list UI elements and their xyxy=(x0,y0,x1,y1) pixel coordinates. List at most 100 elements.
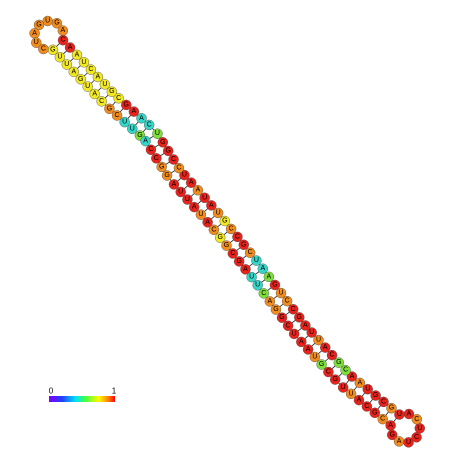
nucleotide xyxy=(288,304,299,315)
nucleotide xyxy=(225,223,237,235)
nucleotide xyxy=(152,128,163,139)
nucleotide xyxy=(281,295,293,307)
base-label: G xyxy=(137,132,142,139)
nucleotide xyxy=(31,37,42,48)
base-label: A xyxy=(172,181,177,188)
nucleotide xyxy=(362,384,373,395)
base-label: G xyxy=(236,258,241,265)
nucleotide xyxy=(182,194,193,205)
base-label: U xyxy=(102,81,107,88)
base-label: U xyxy=(216,209,221,216)
base-label: C xyxy=(380,416,385,423)
base-label: G xyxy=(241,241,246,248)
colorbar xyxy=(49,396,115,402)
nucleotide xyxy=(386,429,398,441)
base-label: C xyxy=(147,121,152,128)
nucleotide xyxy=(54,51,66,63)
base-label: C xyxy=(326,369,331,376)
nucleotide xyxy=(71,49,83,61)
base-label: G xyxy=(107,105,112,112)
nucleotide xyxy=(188,201,200,213)
base-label: A xyxy=(71,68,76,75)
nucleotide xyxy=(92,71,104,83)
base-label: C xyxy=(116,95,121,102)
base-label: A xyxy=(268,298,273,305)
base-label: U xyxy=(34,39,39,46)
nucleotide xyxy=(127,123,138,135)
nucleotide xyxy=(33,19,45,31)
nucleotide xyxy=(252,280,263,291)
nucleotide xyxy=(294,312,305,323)
base-label: G xyxy=(160,139,165,146)
base-label: U xyxy=(178,188,183,195)
base-label: U xyxy=(316,337,321,344)
nucleotide xyxy=(221,240,232,251)
base-label: G xyxy=(124,101,129,108)
base-label: G xyxy=(54,20,59,27)
nucleotide xyxy=(82,81,93,92)
nucleotide xyxy=(306,327,317,338)
nucleotide xyxy=(377,413,388,425)
nucleotide xyxy=(353,394,365,406)
base-label: C xyxy=(248,249,253,256)
base-label: C xyxy=(330,352,335,359)
nucleotide xyxy=(157,137,169,148)
base-label: A xyxy=(388,422,393,429)
nucleotide xyxy=(162,145,174,157)
nucleotide xyxy=(378,396,389,408)
base-label: G xyxy=(78,76,83,83)
base-label: U xyxy=(198,211,203,218)
base-label: A xyxy=(68,44,73,51)
base-label: G xyxy=(222,218,227,225)
nucleotide xyxy=(128,106,140,117)
base-label: C xyxy=(285,298,290,305)
base-label: U xyxy=(254,257,259,264)
base-label: A xyxy=(357,397,362,404)
nucleotide xyxy=(246,271,257,283)
nucleotide xyxy=(313,334,324,346)
nucleotide xyxy=(316,359,327,370)
nucleotide xyxy=(244,247,256,258)
base-label: C xyxy=(99,98,104,105)
base-label: U xyxy=(155,130,160,137)
base-label: A xyxy=(75,51,80,58)
nucleotide xyxy=(219,215,230,227)
base-label: U xyxy=(406,439,411,446)
base-label: G xyxy=(36,21,41,28)
nucleotide xyxy=(99,79,111,90)
nucleotide xyxy=(269,279,281,291)
base-label: A xyxy=(205,219,210,226)
nucleotide xyxy=(345,388,357,400)
base-label: A xyxy=(303,322,308,329)
base-label: A xyxy=(243,266,248,273)
nucleotide xyxy=(214,232,226,243)
nucleotide xyxy=(300,320,311,331)
base-label: U xyxy=(122,119,127,126)
base-label: A xyxy=(189,179,194,186)
nucleotide xyxy=(173,162,185,174)
nucleotide xyxy=(354,377,366,389)
base-label: C xyxy=(41,46,46,53)
nucleotide xyxy=(264,296,276,307)
nucleotide xyxy=(206,200,217,211)
base-label: A xyxy=(209,202,214,209)
base-label: U xyxy=(182,172,187,179)
base-label: A xyxy=(350,373,355,380)
nucleotide xyxy=(233,256,245,267)
nucleotide xyxy=(411,414,422,425)
base-label: A xyxy=(96,73,101,80)
nucleotide xyxy=(320,342,331,353)
nucleotide xyxy=(57,25,69,36)
base-label: G xyxy=(109,88,114,95)
base-label: A xyxy=(306,346,311,353)
base-label: A xyxy=(260,265,265,272)
base-label: U xyxy=(45,18,50,25)
base-label: C xyxy=(364,403,369,410)
nucleotide xyxy=(111,110,123,121)
nucleotide xyxy=(161,170,173,181)
base-label: C xyxy=(211,226,216,233)
base-label: U xyxy=(85,83,90,90)
nucleotide xyxy=(340,364,351,376)
nucleotide xyxy=(386,403,397,414)
